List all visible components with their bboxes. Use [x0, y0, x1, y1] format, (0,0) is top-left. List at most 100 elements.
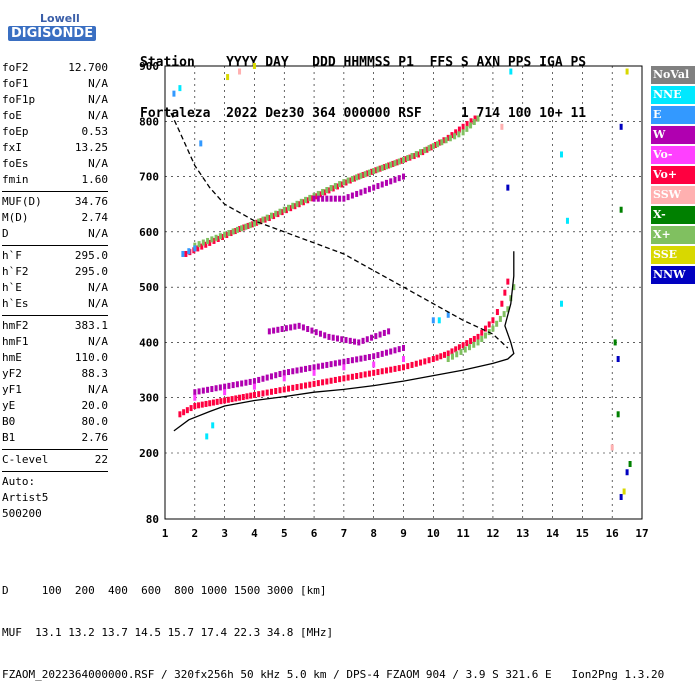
param-label: fxI: [2, 141, 22, 154]
data-point: [314, 329, 318, 336]
param-row: foEs N/A: [2, 156, 108, 172]
data-point: [333, 376, 337, 383]
data-point: [402, 344, 405, 351]
legend-item: E: [651, 106, 695, 124]
x-tick-label: 17: [635, 527, 648, 540]
data-point: [223, 383, 227, 390]
y-tick-label: 400: [139, 336, 159, 349]
data-point: [359, 172, 363, 179]
data-point: [295, 384, 299, 391]
data-point: [450, 132, 454, 139]
x-tick-label: 9: [400, 527, 407, 540]
data-point: [219, 398, 223, 405]
data-point: [274, 388, 278, 395]
data-point: [372, 361, 376, 368]
data-point: [201, 239, 205, 246]
param-row: yE 20.0: [2, 398, 108, 414]
data-point: [306, 197, 310, 204]
data-point: [329, 195, 333, 202]
data-point: [325, 186, 329, 193]
data-point: [235, 381, 239, 388]
data-point: [465, 125, 469, 132]
data-point: [312, 195, 316, 202]
data-point: [181, 250, 185, 257]
data-point: [469, 338, 473, 345]
data-point: [342, 375, 346, 382]
data-point: [465, 340, 469, 347]
y-tick-label: 700: [139, 171, 159, 184]
data-point: [480, 335, 484, 342]
data-point: [204, 241, 208, 248]
param-row: M(D) 2.74: [2, 210, 108, 226]
data-point: [367, 169, 371, 176]
data-point: [442, 351, 446, 358]
data-point: [457, 131, 461, 138]
data-point: [438, 139, 442, 146]
data-point: [342, 179, 346, 186]
data-point: [265, 389, 269, 396]
data-point: [397, 346, 401, 353]
data-point: [342, 358, 346, 365]
x-tick-label: 3: [221, 527, 228, 540]
data-point: [304, 382, 308, 389]
data-point: [446, 311, 450, 318]
param-value: N/A: [88, 281, 108, 294]
data-point: [616, 356, 620, 363]
y-tick-label: 500: [139, 281, 159, 294]
param-label: B0: [2, 415, 16, 428]
data-point: [248, 222, 252, 229]
data-point: [282, 386, 286, 393]
param-label: foF2: [2, 61, 29, 74]
data-point: [226, 396, 230, 403]
data-point: [299, 366, 303, 373]
data-point: [560, 300, 564, 307]
data-point: [414, 360, 418, 367]
x-tick-label: 13: [516, 527, 529, 540]
data-point: [259, 218, 263, 225]
param-row: fmin 1.60: [2, 172, 108, 188]
data-point: [280, 209, 284, 216]
data-point: [454, 346, 458, 353]
data-point: [512, 284, 516, 291]
footer-info: D 100 200 400 600 800 1000 1500 3000 [km…: [2, 556, 664, 696]
data-point: [269, 388, 273, 395]
footer-file-info: FZAOM_2022364000000.RSF / 320fx256h 50 k…: [2, 668, 665, 681]
data-point: [323, 332, 327, 339]
data-point: [404, 156, 408, 163]
param-row: h`F2 295.0: [2, 264, 108, 280]
data-point: [223, 231, 227, 238]
data-point: [348, 177, 352, 184]
data-point: [344, 337, 348, 344]
data-point: [393, 160, 397, 167]
data-point: [211, 399, 215, 406]
param-label: hmF2: [2, 319, 29, 332]
data-point: [284, 207, 288, 214]
data-point: [278, 208, 282, 215]
param-value: 2.74: [81, 211, 109, 224]
data-point: [272, 327, 276, 334]
data-point: [565, 217, 569, 224]
data-point: [384, 179, 388, 186]
data-point: [380, 181, 384, 188]
param-label: M(D): [2, 211, 29, 224]
data-point: [455, 351, 459, 358]
data-point: [416, 151, 420, 158]
data-point: [374, 167, 378, 174]
data-point: [382, 329, 386, 336]
data-point: [622, 488, 626, 495]
data-point: [372, 184, 376, 191]
data-point: [393, 176, 397, 183]
data-point: [367, 370, 371, 377]
data-point: [331, 334, 335, 341]
data-point: [278, 387, 282, 394]
data-point: [393, 365, 397, 372]
data-point: [446, 350, 450, 357]
data-point: [291, 202, 295, 209]
data-point: [301, 199, 305, 206]
data-point: [210, 236, 214, 243]
data-point: [206, 386, 210, 393]
data-point: [461, 123, 465, 130]
data-point: [367, 354, 371, 361]
data-point: [314, 193, 318, 200]
data-point: [325, 361, 329, 368]
